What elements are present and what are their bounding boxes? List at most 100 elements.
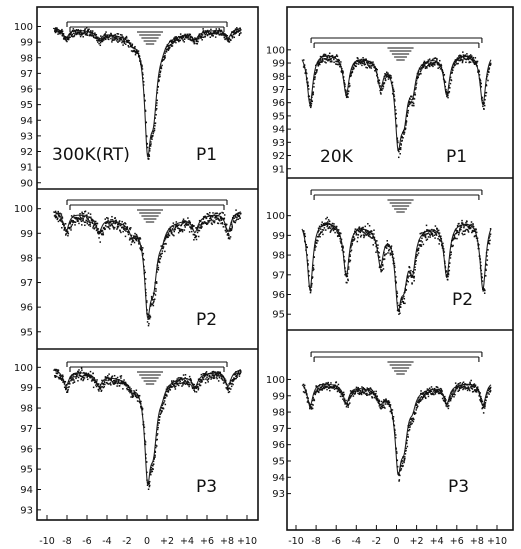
data-point — [306, 401, 309, 403]
data-point — [156, 264, 159, 267]
data-point — [69, 33, 72, 36]
data-point — [202, 30, 205, 32]
data-point — [413, 275, 416, 278]
data-point — [353, 236, 355, 239]
data-point — [212, 221, 215, 223]
data-point — [163, 239, 166, 242]
data-point — [222, 376, 225, 379]
data-point — [378, 79, 381, 82]
data-point — [184, 374, 187, 376]
data-point — [233, 221, 236, 223]
data-point — [462, 57, 465, 59]
data-point — [395, 282, 397, 284]
data-point — [442, 394, 444, 397]
data-point — [115, 382, 117, 384]
data-point — [387, 252, 389, 254]
data-point — [377, 244, 379, 246]
data-point — [131, 393, 133, 395]
data-point — [314, 247, 316, 249]
data-point — [474, 234, 476, 237]
data-point — [398, 479, 401, 481]
data-point — [476, 65, 478, 67]
data-point — [195, 235, 198, 237]
data-point — [372, 236, 374, 238]
data-point — [85, 219, 88, 222]
data-point — [198, 34, 200, 37]
data-point — [187, 223, 189, 226]
data-point — [200, 380, 203, 382]
data-point — [336, 55, 339, 58]
data-point — [316, 242, 318, 244]
data-point — [95, 384, 97, 386]
data-point — [349, 85, 351, 87]
data-point — [335, 381, 338, 383]
data-point — [79, 215, 81, 217]
data-point — [93, 377, 95, 379]
data-point — [91, 222, 94, 225]
data-point — [335, 55, 338, 57]
data-point — [305, 390, 307, 392]
data-point — [178, 224, 180, 226]
data-point — [173, 230, 176, 233]
data-point — [393, 93, 395, 96]
data-point — [430, 64, 433, 66]
data-point — [92, 225, 95, 228]
data-point — [154, 456, 156, 458]
data-point — [197, 388, 200, 391]
data-point — [67, 38, 70, 41]
data-point — [71, 224, 74, 226]
data-point — [164, 54, 166, 57]
data-point — [423, 231, 425, 234]
data-point — [149, 145, 152, 147]
data-point — [464, 58, 467, 60]
data-point — [481, 97, 483, 100]
data-point — [123, 228, 125, 230]
data-point — [327, 381, 330, 384]
y-tick-label: 94 — [20, 485, 33, 496]
data-point — [104, 35, 107, 38]
data-point — [476, 62, 478, 64]
data-point — [428, 63, 430, 66]
data-point — [320, 231, 322, 233]
data-point — [347, 279, 349, 282]
data-point — [99, 40, 101, 42]
data-point — [169, 228, 171, 230]
data-point — [189, 33, 192, 36]
data-point — [403, 459, 406, 461]
data-point — [140, 402, 142, 405]
data-point — [338, 59, 341, 62]
data-point — [471, 388, 474, 390]
data-point — [385, 76, 387, 78]
data-point — [366, 63, 369, 65]
data-point — [170, 384, 172, 387]
data-point — [372, 244, 374, 246]
data-point — [361, 64, 363, 67]
data-point — [60, 215, 63, 217]
data-point — [319, 59, 321, 62]
data-point — [175, 36, 177, 38]
data-point — [431, 232, 434, 235]
data-point — [205, 378, 207, 380]
data-point — [234, 377, 236, 380]
data-point — [144, 441, 147, 443]
data-point — [111, 223, 113, 225]
data-point — [168, 230, 171, 233]
data-point — [155, 282, 158, 284]
data-point — [87, 224, 90, 226]
data-point — [328, 220, 331, 223]
data-point — [116, 228, 118, 230]
column-frame-2 — [286, 6, 514, 531]
data-point — [223, 217, 226, 220]
data-point — [469, 386, 472, 388]
data-point — [322, 60, 324, 62]
data-point — [218, 373, 220, 375]
data-point — [208, 377, 210, 380]
data-point — [483, 104, 486, 107]
data-point — [159, 254, 161, 257]
data-point — [358, 60, 361, 63]
data-point — [462, 233, 464, 236]
data-point — [56, 29, 59, 31]
data-point — [218, 375, 221, 377]
data-point — [170, 40, 173, 43]
data-point — [186, 380, 189, 382]
